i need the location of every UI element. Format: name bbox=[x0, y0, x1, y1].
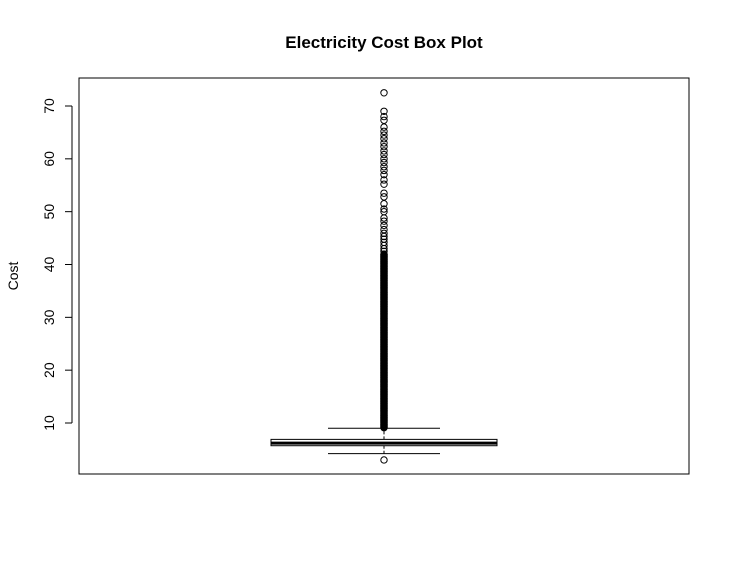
plot-frame bbox=[78, 77, 690, 475]
outlier-high-29 bbox=[380, 127, 388, 136]
outlier-high-21 bbox=[380, 158, 388, 167]
outlier-high-6 bbox=[380, 229, 388, 238]
outlier-high-4 bbox=[380, 235, 388, 243]
outlier-high-25 bbox=[380, 142, 388, 151]
outlier-high-30 bbox=[380, 123, 388, 131]
outlier-high-34 bbox=[380, 89, 388, 97]
y-tick-label-60: 60 bbox=[41, 151, 57, 167]
outlier-high-33 bbox=[380, 107, 388, 115]
y-tick-label-20: 20 bbox=[41, 362, 57, 378]
outlier-high-14 bbox=[380, 193, 388, 201]
outlier-high-16 bbox=[380, 180, 388, 188]
outlier-points bbox=[380, 89, 388, 464]
outlier-high-24 bbox=[380, 147, 388, 155]
outlier-high-32 bbox=[380, 112, 388, 121]
outlier-low-0 bbox=[380, 456, 388, 464]
outlier-high-7 bbox=[380, 225, 388, 234]
outlier-high-31 bbox=[380, 116, 388, 124]
y-axis: 10 20 30 40 50 60 70 bbox=[41, 98, 73, 431]
outlier-high-19 bbox=[380, 166, 388, 175]
box-group bbox=[270, 427, 498, 455]
outlier-high-3 bbox=[380, 238, 388, 247]
outlier-high-11 bbox=[380, 207, 388, 216]
outlier-high-22 bbox=[380, 155, 388, 163]
y-tick-label-10: 10 bbox=[41, 415, 57, 431]
y-tick-label-30: 30 bbox=[41, 309, 57, 325]
outlier-high-20 bbox=[380, 163, 388, 171]
outlier-high-0 bbox=[380, 247, 388, 255]
y-tick-label-40: 40 bbox=[41, 257, 57, 273]
outlier-high-23 bbox=[380, 150, 388, 159]
outlier-high-28 bbox=[380, 131, 388, 139]
y-tick-label-50: 50 bbox=[41, 204, 57, 220]
outlier-dense-cluster bbox=[380, 250, 388, 432]
outlier-high-15 bbox=[380, 189, 388, 197]
outlier-high-12 bbox=[380, 205, 388, 213]
outlier-high-8 bbox=[380, 221, 388, 230]
outlier-high-17 bbox=[380, 176, 388, 184]
chart-title: Electricity Cost Box Plot bbox=[285, 33, 483, 52]
y-axis-label: Cost bbox=[5, 262, 21, 291]
outlier-high-18 bbox=[380, 170, 388, 179]
outlier-high-27 bbox=[380, 135, 388, 143]
outlier-high-dense-274 bbox=[380, 250, 388, 258]
y-tick-label-70: 70 bbox=[41, 98, 57, 114]
outlier-high-9 bbox=[380, 217, 388, 225]
outlier-high-26 bbox=[380, 139, 388, 147]
